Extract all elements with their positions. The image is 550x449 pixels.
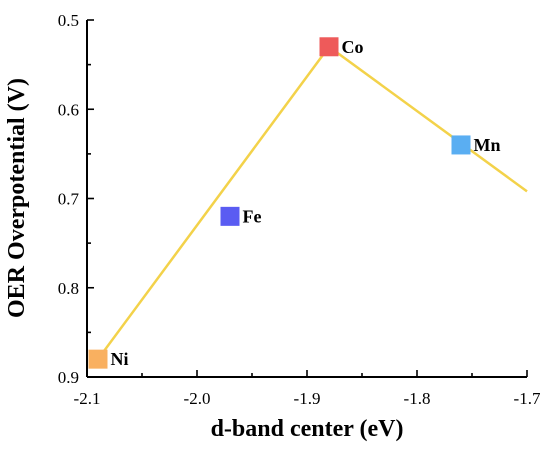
point-co: [319, 37, 339, 57]
x-tick-label: -1.9: [294, 389, 321, 408]
x-tick-label: -1.8: [404, 389, 431, 408]
volcano-line-group: [96, 45, 528, 360]
plot-frame: [86, 20, 527, 378]
point-mn: [451, 135, 471, 155]
point-label-ni: Ni: [111, 349, 129, 369]
x-tick-label: -2.1: [74, 389, 101, 408]
x-tick-label: -1.7: [514, 389, 541, 408]
y-axis-title: OER Overpotential (V): [4, 78, 30, 318]
point-label-fe: Fe: [243, 206, 262, 226]
y-ticks: 0.5 0.6 0.7 0.8 0.9: [58, 11, 94, 387]
point-label-co: Co: [342, 37, 364, 57]
x-axis-title: d-band center (eV): [211, 416, 404, 442]
data-points: Ni Fe Co Mn: [88, 37, 501, 369]
volcano-line: [96, 45, 528, 360]
x-ticks: -2.1 -2.0 -1.9 -1.8 -1.7: [74, 370, 541, 408]
point-fe: [220, 206, 240, 226]
y-tick-label: 0.7: [58, 190, 80, 209]
x-tick-label: -2.0: [184, 389, 211, 408]
y-tick-label: 0.9: [58, 368, 79, 387]
y-tick-label: 0.6: [58, 100, 79, 119]
point-label-mn: Mn: [474, 135, 501, 155]
y-tick-label: 0.8: [58, 279, 79, 298]
y-tick-label: 0.5: [58, 11, 79, 30]
point-ni: [88, 349, 108, 369]
